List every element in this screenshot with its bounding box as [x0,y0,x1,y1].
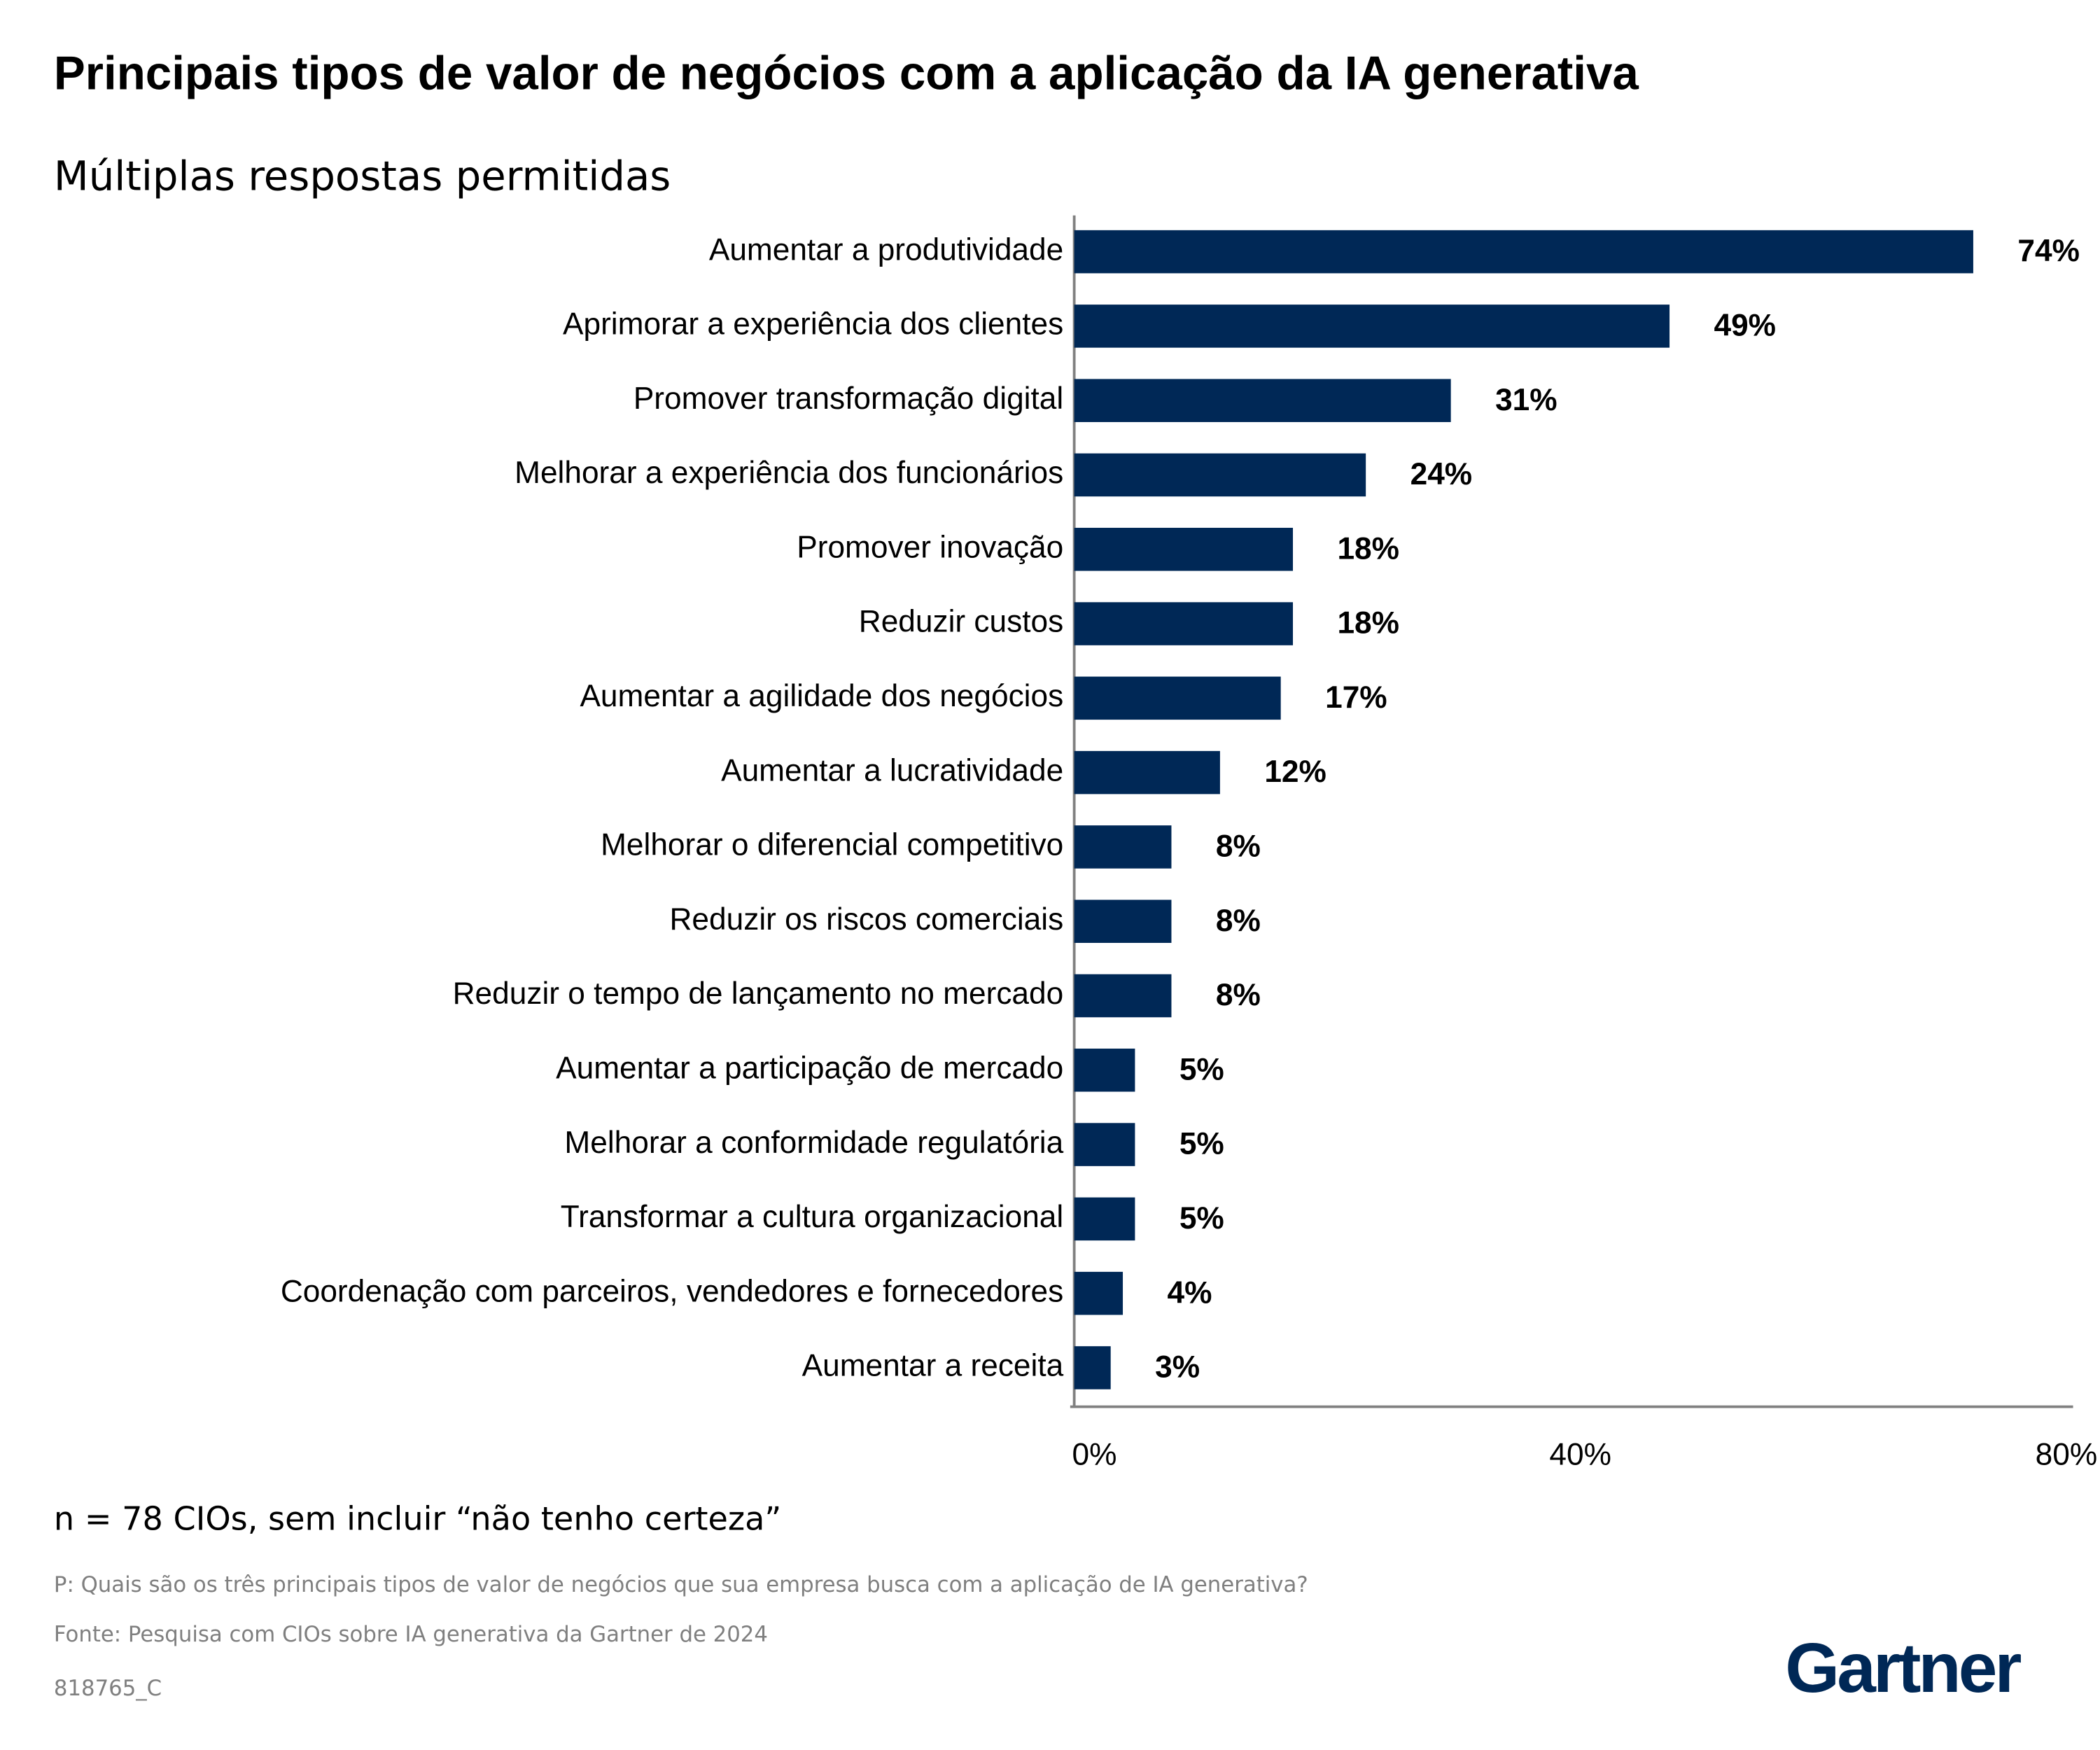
x-tick-label: 0% [1072,1437,1117,1471]
bar [1074,1123,1135,1166]
note: n = 78 CIOs, sem incluir “não tenho cert… [54,1500,781,1538]
bar [1074,379,1451,422]
value-label: 31% [1495,383,1558,417]
bar [1074,1271,1124,1315]
category-label: Promover inovação [797,530,1063,564]
value-label: 3% [1155,1350,1200,1385]
category-label: Aumentar a receita [802,1349,1064,1383]
value-label: 17% [1325,680,1387,715]
bar [1074,602,1294,645]
category-label: Melhorar a conformidade regulatória [564,1126,1063,1160]
bar [1074,899,1172,943]
category-label: Aumentar a agilidade dos negócios [580,679,1063,713]
value-label: 8% [1216,830,1261,864]
value-label: 8% [1216,978,1261,1012]
bar [1074,528,1294,571]
logo: Gartner [1785,1629,2021,1707]
bar [1074,453,1366,497]
value-label: 18% [1337,531,1399,566]
category-label: Reduzir os riscos comerciais [670,902,1064,937]
category-label: Aumentar a produtividade [709,232,1063,267]
bar [1074,974,1172,1018]
category-label: Transformar a cultura organizacional [561,1200,1063,1234]
value-label: 5% [1180,1127,1224,1161]
category-label: Aprimorar a experiência dos clientes [563,307,1063,342]
category-label: Melhorar a experiência dos funcionários [514,456,1063,490]
value-label: 12% [1264,755,1326,789]
value-label: 8% [1216,904,1261,938]
chart-title: Principais tipos de valor de negócios co… [54,47,1639,99]
category-label: Promover transformação digital [634,382,1063,416]
bar [1074,304,1670,348]
bar [1074,676,1281,720]
code: 818765_C [54,1676,162,1701]
category-label: Reduzir o tempo de lançamento no mercado [453,976,1064,1011]
chart-subtitle: Múltiplas respostas permitidas [54,152,671,200]
value-label: 5% [1180,1201,1224,1236]
bar [1074,1346,1111,1390]
value-label: 5% [1180,1052,1224,1086]
x-tick-label: 40% [1549,1437,1611,1471]
category-label: Reduzir custos [859,605,1063,639]
value-label: 24% [1410,457,1473,491]
category-label: Aumentar a participação de mercado [556,1051,1063,1085]
bar [1074,825,1172,869]
value-label: 4% [1168,1275,1212,1310]
question: P: Quais são os três principais tipos de… [54,1572,1308,1597]
value-label: 74% [2017,234,2080,268]
value-label: 18% [1337,606,1399,640]
category-label: Aumentar a lucratividade [721,753,1063,788]
category-label: Coordenação com parceiros, vendedores e … [281,1274,1063,1308]
bar [1074,750,1220,794]
bar [1074,1049,1135,1092]
category-label: Melhorar o diferencial competitivo [601,828,1063,862]
bar [1074,1197,1135,1241]
value-label: 49% [1714,309,1777,343]
source: Fonte: Pesquisa com CIOs sobre IA genera… [54,1622,768,1647]
x-tick-label: 80% [2036,1437,2098,1471]
bar [1074,230,1973,274]
